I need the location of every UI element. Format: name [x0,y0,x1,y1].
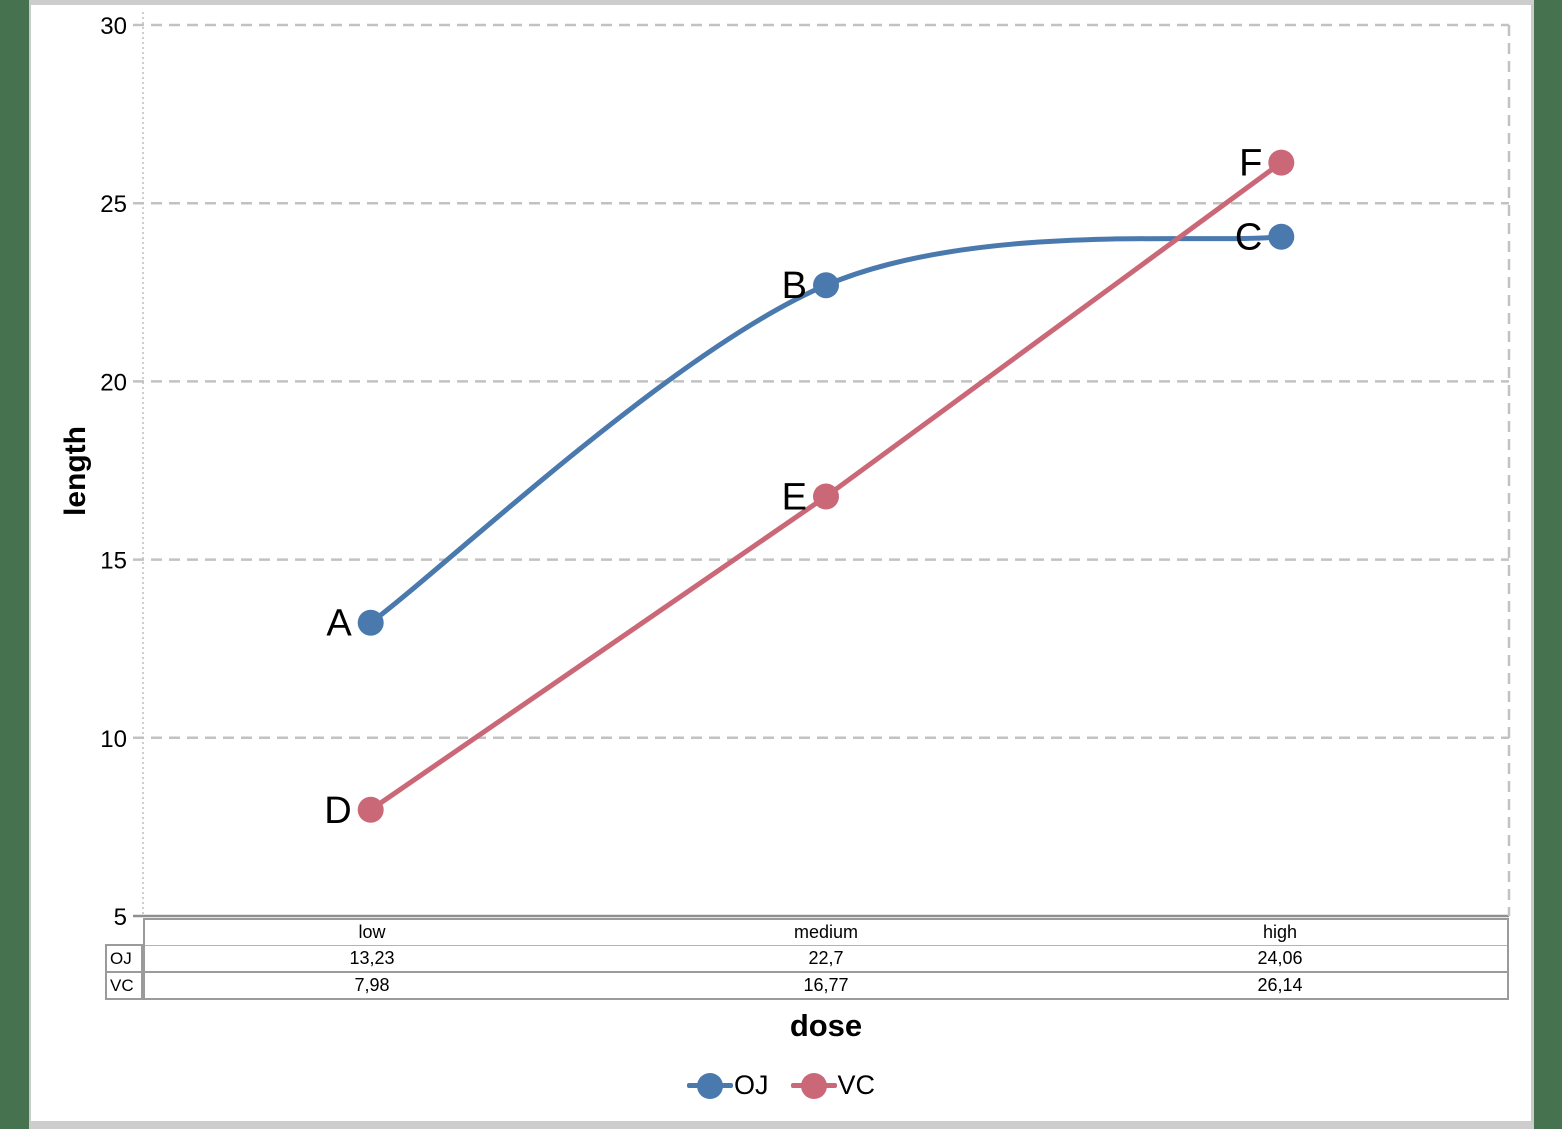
table-header-cell-high: high [1262,922,1298,942]
table-cell-oj-low: 13,23 [349,948,395,968]
y-tick-label-25: 25 [100,191,127,218]
point-label-c: C [1235,217,1262,259]
data-point-b [813,272,839,299]
chart-legend: OJ VC [0,1070,1562,1101]
table-cell-vc-high: 26,14 [1257,975,1303,995]
table-row-labels: OJ VC [105,944,143,1000]
data-point-a [357,609,384,636]
table-header-cell-medium: medium [793,922,859,942]
table-row-label-vc: VC [110,975,134,995]
data-point-c [1268,223,1295,250]
point-label-a: A [326,603,352,645]
table-header-cell-low: low [358,922,386,942]
y-tick-label-10: 10 [100,726,127,753]
y-axis-title: length [59,426,92,516]
data-table: low medium high 13,23 22,7 24,06 7,98 16… [143,918,1509,1000]
table-row-label-oj: OJ [107,946,141,973]
table-cell-oj-medium: 22,7 [808,948,844,968]
table-cell-vc-low: 7,98 [354,975,390,995]
point-label-d: D [324,790,351,832]
legend-marker-oj-icon [686,1072,733,1100]
legend-marker-vc-icon [790,1072,837,1100]
table-row-oj: 13,23 22,7 24,06 [145,946,1507,973]
y-tick-label-30: 30 [100,13,127,40]
x-axis-title: dose [789,1008,863,1043]
legend-item-vc: VC [790,1070,876,1101]
legend-item-oj: OJ [686,1070,769,1101]
data-point-f [1268,149,1295,176]
table-header-row: low medium high [145,920,1507,946]
legend-label-vc: VC [837,1070,876,1100]
y-tick-label-15: 15 [100,548,127,575]
point-label-f: F [1239,143,1262,185]
y-tick-label-20: 20 [100,369,127,396]
table-cell-oj-high: 24,06 [1257,948,1303,968]
data-point-e [813,483,839,510]
point-label-e: E [782,477,807,519]
data-point-d [357,796,384,823]
table-cell-vc-medium: 16,77 [803,975,849,995]
legend-label-oj: OJ [733,1070,769,1100]
table-row-vc: 7,98 16,77 26,14 [145,973,1507,998]
point-label-b: B [782,265,807,307]
y-tick-label-5: 5 [114,904,127,931]
